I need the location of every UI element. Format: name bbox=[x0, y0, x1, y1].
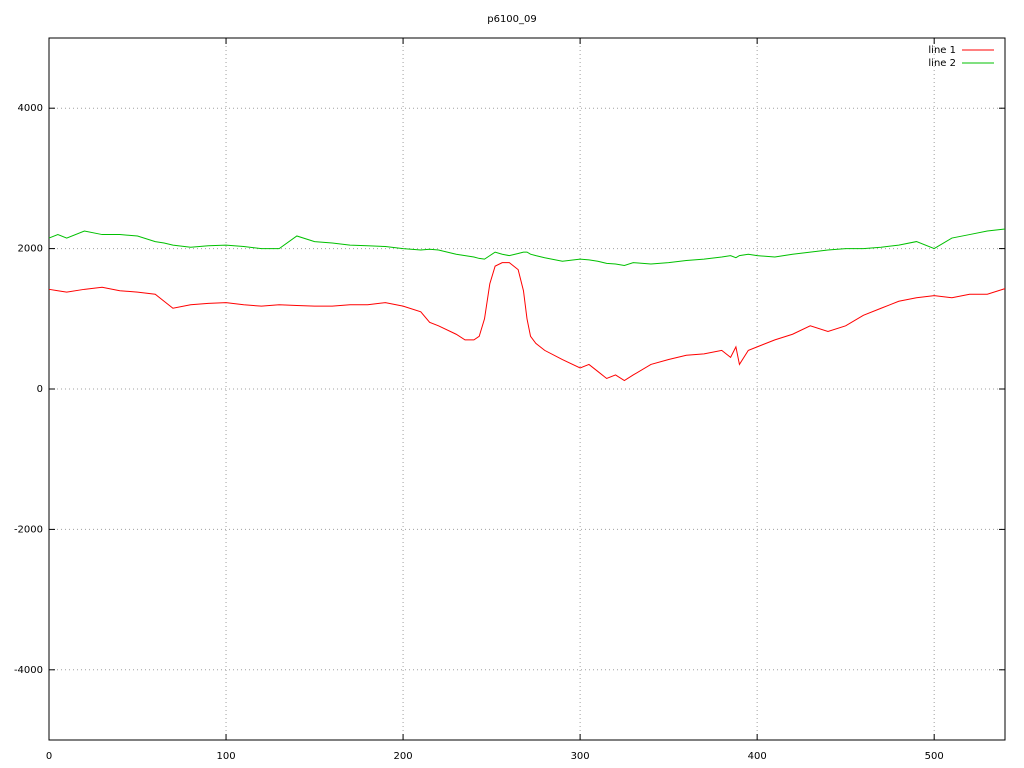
y-tick-label: 0 bbox=[37, 384, 43, 395]
x-tick-label: 200 bbox=[394, 751, 413, 762]
data-line bbox=[48, 228, 1006, 266]
chart-title: p6100_09 bbox=[487, 14, 537, 25]
data-line bbox=[48, 262, 1006, 382]
legend-label: line 2 bbox=[928, 58, 956, 69]
x-tick-label: 400 bbox=[748, 751, 767, 762]
x-tick-label: 100 bbox=[216, 751, 235, 762]
x-tick-label: 300 bbox=[571, 751, 590, 762]
y-tick-label: 2000 bbox=[18, 244, 43, 255]
y-tick-label: -2000 bbox=[14, 524, 43, 535]
y-tick-label: 4000 bbox=[18, 103, 43, 114]
legend-label: line 1 bbox=[928, 45, 956, 56]
x-tick-label: 500 bbox=[925, 751, 944, 762]
plot-border bbox=[48, 37, 1006, 741]
y-tick-label: -4000 bbox=[14, 665, 43, 676]
x-tick-label: 0 bbox=[46, 751, 52, 762]
